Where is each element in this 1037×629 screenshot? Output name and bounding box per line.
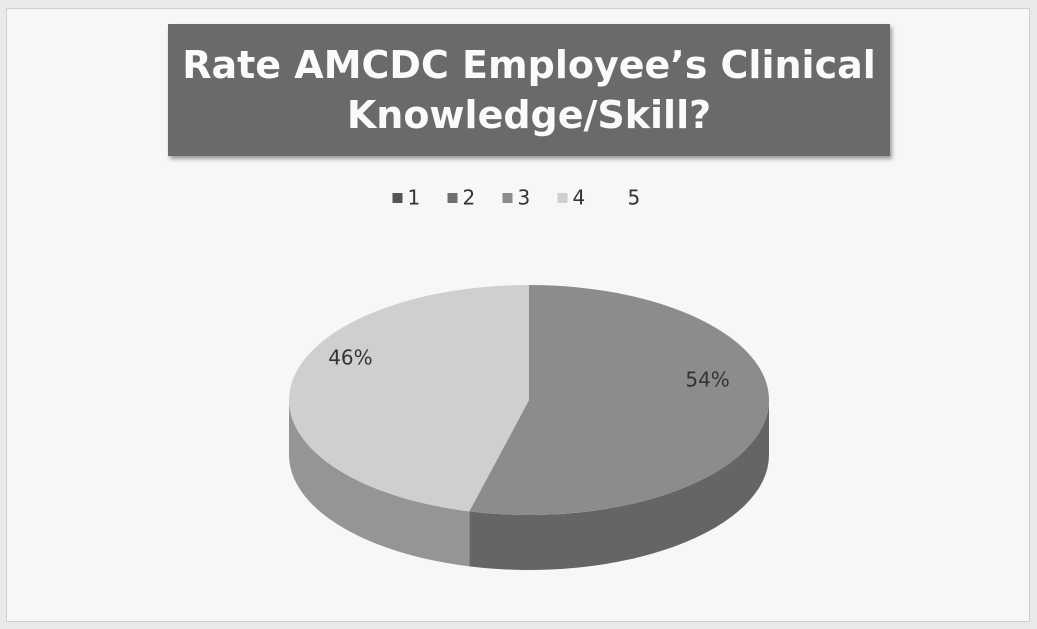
legend-label: 4 — [573, 186, 586, 210]
data-label: 46% — [328, 346, 372, 370]
legend-swatch — [557, 193, 568, 203]
pie-side — [289, 400, 470, 567]
legend-swatch — [447, 193, 458, 203]
pie-slice — [469, 285, 770, 516]
legend-label: 5 — [628, 186, 641, 210]
legend-swatch — [612, 193, 623, 203]
legend-label: 1 — [408, 186, 421, 210]
pie-slice — [289, 284, 529, 512]
chart-title: Rate AMCDC Employee’s Clinical Knowledge… — [168, 24, 890, 156]
data-label: 54% — [685, 367, 729, 391]
pie-side — [469, 400, 769, 571]
legend-label: 2 — [463, 186, 476, 210]
legend-swatch — [502, 193, 513, 203]
legend-label: 3 — [518, 186, 531, 210]
legend-swatch — [392, 193, 403, 203]
